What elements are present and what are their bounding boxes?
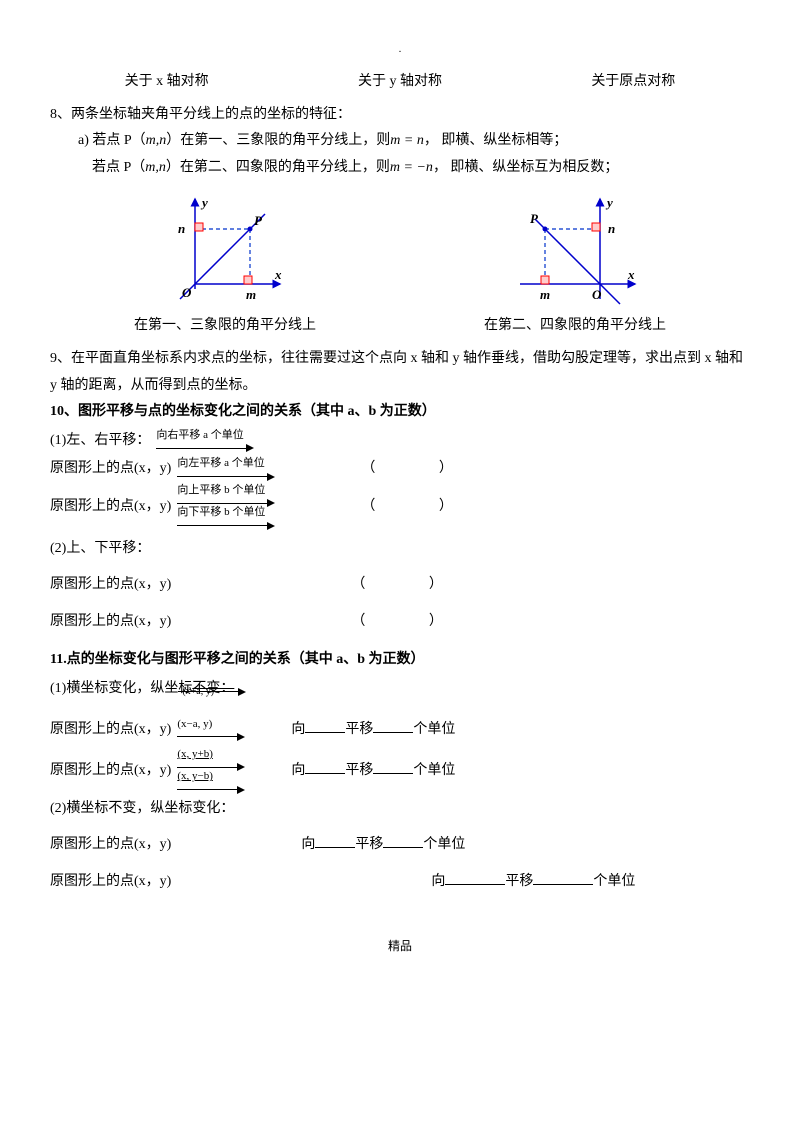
diagram-captions: 在第一、三象限的角平分线上 在第二、四象限的角平分线上: [50, 313, 750, 340]
label-x: x: [274, 267, 282, 282]
blank: [373, 759, 413, 774]
label-O: O: [182, 285, 192, 300]
blank-paren: （ ）: [361, 494, 483, 521]
item-10-title: 10、图形平移与点的坐标变化之间的关系（其中 a、b 为正数）: [50, 399, 750, 426]
svg-text:P: P: [530, 211, 539, 226]
item-10-sub1: (1)左、右平移： 向右平移 a 个单位: [50, 428, 750, 455]
item-11-row4: 原图形上的点(x，y) 向平移个单位: [50, 869, 750, 896]
caption-q24: 在第二、四象限的角平分线上: [484, 313, 666, 340]
symmetry-y: 关于 y 轴对称: [283, 69, 516, 96]
item-11-sub2: (2)横坐标不变，纵坐标变化：: [50, 796, 750, 823]
item-11-row1: 原图形上的点(x，y) (x−a, y) 向平移个单位: [50, 717, 750, 744]
svg-text:O: O: [592, 287, 602, 302]
item-11-row2: 原图形上的点(x，y) (x, y+b) (x, y−b) 向平移个单位: [50, 749, 750, 794]
blank: [533, 870, 593, 885]
symmetry-origin: 关于原点对称: [517, 69, 750, 96]
blank: [305, 718, 345, 733]
svg-text:n: n: [608, 221, 615, 236]
blank: [305, 759, 345, 774]
item-10-sub2: (2)上、下平移：: [50, 536, 750, 563]
label-P: P: [254, 213, 263, 228]
caption-q13: 在第一、三象限的角平分线上: [134, 313, 316, 340]
blank-paren: （ ）: [351, 609, 473, 636]
header-dot: .: [50, 40, 750, 59]
item-10-row3: 原图形上的点(x，y) （ ）: [50, 572, 750, 599]
blank: [315, 833, 355, 848]
item-10-row2: 原图形上的点(x，y) 向上平移 b 个单位 向下平移 b 个单位 （ ）: [50, 485, 750, 530]
blank-paren: （ ）: [361, 456, 483, 483]
item-11-sub1: (1)横坐标变化，纵坐标不变： (x+a, y): [50, 676, 750, 703]
diagram-q24: y x O P m n: [500, 189, 650, 309]
label-n: n: [178, 221, 185, 236]
svg-text:y: y: [605, 195, 613, 210]
label-m: m: [246, 287, 256, 302]
item-8b: 若点 P（m,n）在第二、四象限的角平分线上，则m = −n， 即横、纵坐标互为…: [50, 155, 750, 182]
symmetry-x: 关于 x 轴对称: [50, 69, 283, 96]
blank: [383, 833, 423, 848]
item-10-row1: 原图形上的点(x，y) 向左平移 a 个单位 （ ）: [50, 456, 750, 483]
item-8-title: 8、两条坐标轴夹角平分线上的点的坐标的特征：: [50, 102, 750, 129]
blank-paren: （ ）: [351, 572, 473, 599]
svg-text:x: x: [627, 267, 635, 282]
diagram-q13: y x O P m n: [150, 189, 300, 309]
label-y: y: [200, 195, 208, 210]
symmetry-row: 关于 x 轴对称 关于 y 轴对称 关于原点对称: [50, 69, 750, 96]
diagrams-row: y x O P m n y x O P m n: [50, 189, 750, 309]
svg-text:m: m: [540, 287, 550, 302]
item-11-row3: 原图形上的点(x，y) 向平移个单位: [50, 832, 750, 859]
blank: [445, 870, 505, 885]
item-11-title: 11.点的坐标变化与图形平移之间的关系（其中 a、b 为正数）: [50, 647, 750, 674]
footer: 精品: [50, 935, 750, 958]
item-9: 9、在平面直角坐标系内求点的坐标，往往需要过这个点向 x 轴和 y 轴作垂线，借…: [50, 346, 750, 399]
blank: [373, 718, 413, 733]
item-8a: a) 若点 P（m,n）在第一、三象限的角平分线上，则m = n， 即横、纵坐标…: [50, 128, 750, 155]
item-10-row4: 原图形上的点(x，y) （ ）: [50, 609, 750, 636]
